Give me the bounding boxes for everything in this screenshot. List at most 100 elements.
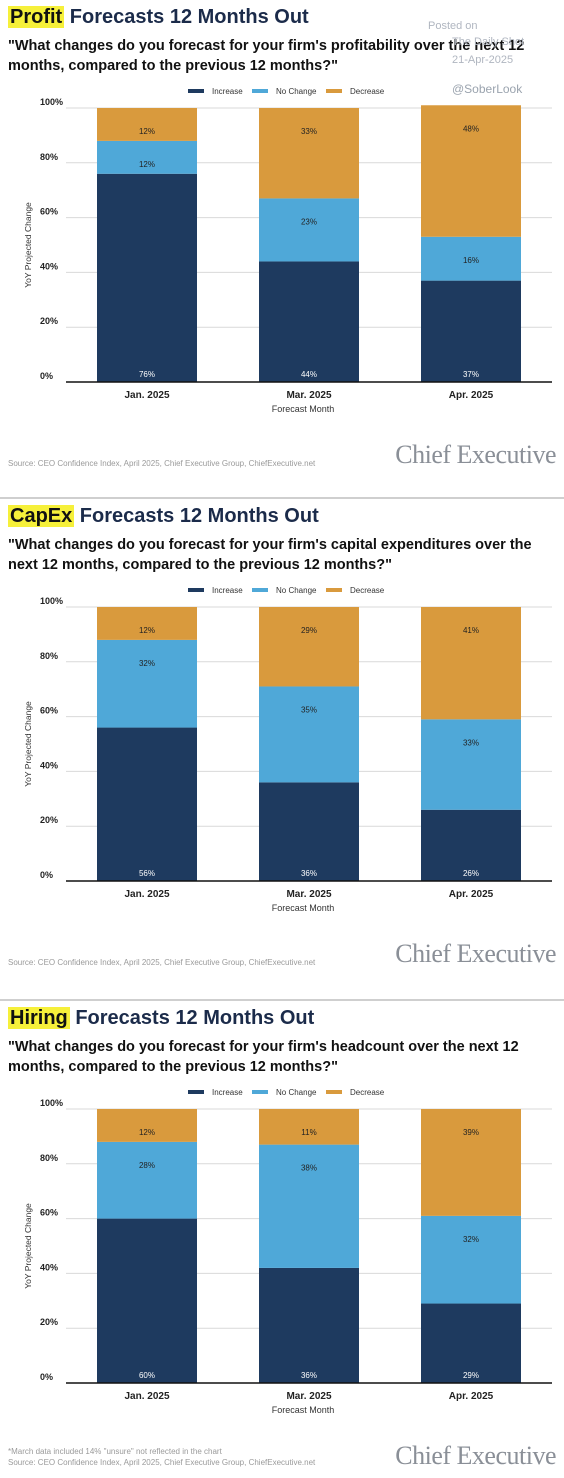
- data-label-no-change: 32%: [463, 1235, 479, 1244]
- x-tick-label: Apr. 2025: [449, 390, 494, 401]
- x-tick-label: Jan. 2025: [124, 1391, 169, 1402]
- data-label-no-change: 33%: [463, 738, 479, 747]
- bar-increase: [259, 1267, 359, 1383]
- title-text: Forecasts 12 Months Out: [64, 6, 309, 28]
- bar-no-change: [421, 1215, 521, 1304]
- y-axis-title: YoY Projected Change: [23, 1203, 33, 1289]
- y-axis-title: YoY Projected Change: [23, 701, 33, 787]
- panel-title: Hiring Forecasts 12 Months Out: [8, 1007, 314, 1030]
- legend-swatch-decrease: [326, 588, 342, 592]
- data-label-no-change: 23%: [301, 217, 317, 226]
- x-tick-label: Apr. 2025: [449, 1391, 494, 1402]
- y-tick-label: 40%: [40, 1262, 58, 1272]
- data-label-increase: 36%: [301, 869, 317, 878]
- data-label-increase: 76%: [139, 370, 155, 379]
- legend-swatch-decrease: [326, 89, 342, 93]
- data-label-increase: 29%: [463, 1371, 479, 1380]
- hiring-panel: Hiring Forecasts 12 Months Out "What cha…: [0, 999, 564, 1478]
- bar-increase: [421, 809, 521, 881]
- legend-label-increase: Increase: [212, 1088, 243, 1097]
- y-tick-label: 60%: [40, 706, 58, 716]
- profit-panel: Profit Forecasts 12 Months Out "What cha…: [0, 0, 564, 492]
- data-label-decrease: 12%: [139, 127, 155, 136]
- data-label-increase: 36%: [301, 1371, 317, 1380]
- data-label-no-change: 38%: [301, 1164, 317, 1173]
- x-axis-title: Forecast Month: [272, 1405, 335, 1415]
- watermark-posted: Posted on: [428, 20, 478, 32]
- y-tick-label: 0%: [40, 371, 53, 381]
- title-text: Forecasts 12 Months Out: [74, 505, 319, 527]
- profit-chart: Increase No Change Decrease 0% 20% 40% 60% 80% 1…: [23, 87, 552, 414]
- y-tick-label: 60%: [40, 207, 58, 217]
- y-tick-label: 100%: [40, 596, 63, 606]
- data-label-increase: 56%: [139, 869, 155, 878]
- x-tick-label: Mar. 2025: [286, 390, 331, 401]
- watermark-site: The Daily Shot: [452, 36, 525, 48]
- title-text: Forecasts 12 Months Out: [69, 1007, 315, 1029]
- chief-executive-logo: Chief Executive: [395, 440, 556, 469]
- y-tick-label: 100%: [40, 97, 63, 107]
- bar-no-change: [421, 236, 521, 281]
- legend-swatch-increase: [188, 89, 204, 93]
- y-tick-label: 0%: [40, 1372, 53, 1382]
- data-label-increase: 60%: [139, 1371, 155, 1380]
- bar-decrease: [97, 1109, 197, 1142]
- y-tick-label: 80%: [40, 1153, 58, 1163]
- bar-increase: [97, 727, 197, 881]
- legend-label-decrease: Decrease: [350, 586, 385, 595]
- legend-label-no-change: No Change: [276, 586, 317, 595]
- y-tick-label: 40%: [40, 760, 58, 770]
- hiring-chart: Increase No Change Decrease 0% 20% 40% 60% 80% 1…: [23, 1088, 552, 1415]
- bar-increase: [97, 173, 197, 382]
- bar-no-change: [97, 639, 197, 728]
- data-label-decrease: 39%: [463, 1128, 479, 1137]
- bar-increase: [97, 1218, 197, 1383]
- panel-title: Profit Forecasts 12 Months Out: [8, 6, 309, 29]
- legend-swatch-increase: [188, 1090, 204, 1094]
- y-axis-title: YoY Projected Change: [23, 202, 33, 288]
- source-line: Source: CEO Confidence Index, April 2025…: [8, 459, 316, 468]
- y-tick-label: 80%: [40, 651, 58, 661]
- data-label-decrease: 12%: [139, 626, 155, 635]
- data-label-increase: 26%: [463, 869, 479, 878]
- legend-label-increase: Increase: [212, 87, 243, 96]
- bar-decrease: [97, 607, 197, 640]
- chief-executive-logo: Chief Executive: [395, 939, 556, 968]
- data-label-decrease: 33%: [301, 127, 317, 136]
- panel-title: CapEx Forecasts 12 Months Out: [8, 505, 319, 528]
- legend-label-decrease: Decrease: [350, 87, 385, 96]
- survey-question: "What changes do you forecast for your f…: [8, 537, 532, 573]
- bar-increase: [259, 782, 359, 881]
- y-tick-label: 0%: [40, 870, 53, 880]
- y-tick-label: 20%: [40, 815, 58, 825]
- capex-panel: CapEx Forecasts 12 Months Out "What chan…: [0, 497, 564, 996]
- bar-decrease: [259, 108, 359, 199]
- bar-no-change: [97, 1141, 197, 1219]
- bar-decrease: [259, 607, 359, 687]
- data-label-increase: 44%: [301, 370, 317, 379]
- title-highlight: Profit: [8, 6, 65, 28]
- bar-no-change: [421, 719, 521, 810]
- legend-label-decrease: Decrease: [350, 1088, 385, 1097]
- bar-increase: [421, 1303, 521, 1383]
- source-note: Source: CEO Confidence Index, April 2025…: [8, 458, 315, 469]
- bar-decrease: [259, 1109, 359, 1145]
- chief-executive-logo: Chief Executive: [395, 1441, 556, 1470]
- legend-swatch-increase: [188, 588, 204, 592]
- source-line: Source: CEO Confidence Index, April 2025…: [8, 1458, 316, 1467]
- watermark-date: 21-Apr-2025: [452, 54, 514, 66]
- survey-question: "What changes do you forecast for your f…: [8, 1039, 519, 1075]
- legend-swatch-decrease: [326, 1090, 342, 1094]
- data-label-no-change: 16%: [463, 256, 479, 265]
- x-axis-title: Forecast Month: [272, 903, 335, 913]
- data-label-decrease: 48%: [463, 124, 479, 133]
- bar-decrease: [97, 108, 197, 141]
- x-tick-label: Apr. 2025: [449, 889, 494, 900]
- data-label-no-change: 35%: [301, 705, 317, 714]
- bar-increase: [259, 261, 359, 382]
- source-line: Source: CEO Confidence Index, April 2025…: [8, 958, 316, 967]
- title-highlight: CapEx: [8, 505, 75, 527]
- source-note: Source: CEO Confidence Index, April 2025…: [8, 957, 315, 968]
- x-tick-label: Mar. 2025: [286, 1391, 331, 1402]
- bar-no-change: [259, 1144, 359, 1268]
